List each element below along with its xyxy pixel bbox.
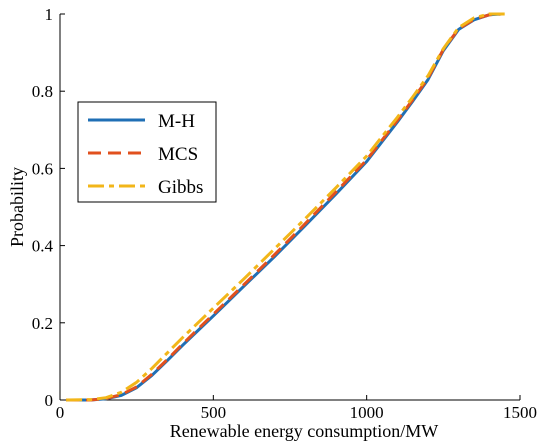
- series-layer: [66, 12, 505, 402]
- series-line-mcs: [66, 12, 502, 402]
- y-tick-label: 1: [45, 5, 54, 24]
- x-tick-label: 500: [201, 403, 227, 422]
- legend-label-mcs: MCS: [158, 144, 198, 165]
- y-tick-label: 0.2: [32, 314, 53, 333]
- x-tick-label: 0: [56, 403, 65, 422]
- y-tick-label: 0.4: [32, 237, 54, 256]
- series-line-m-h: [66, 12, 502, 402]
- y-axis-title: Probability: [7, 167, 27, 247]
- x-axis-title: Renewable energy consumption/MW: [170, 421, 439, 441]
- y-tick-label: 0.6: [32, 159, 53, 178]
- y-axis-ticks: 0 0.2 0.4 0.6 0.8 1: [32, 5, 65, 410]
- series-line-gibbs: [66, 12, 505, 402]
- legend-label-gibbs: Gibbs: [158, 177, 203, 198]
- y-tick-label: 0: [45, 391, 54, 410]
- x-tick-label: 1500: [503, 403, 537, 422]
- legend-label-m-h: M-H: [158, 111, 195, 132]
- x-tick-label: 1000: [350, 403, 384, 422]
- y-tick-label: 0.8: [32, 82, 53, 101]
- legend-entries: M-H MCS Gibbs: [88, 111, 203, 198]
- legend: M-H MCS Gibbs: [77, 101, 217, 203]
- x-axis-ticks: 0 500 1000 1500: [56, 395, 537, 422]
